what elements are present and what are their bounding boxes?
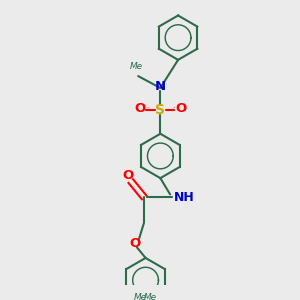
Text: S: S [155, 103, 165, 117]
Text: Me: Me [130, 62, 143, 71]
Text: O: O [130, 237, 141, 250]
Text: O: O [134, 102, 145, 115]
Text: Me: Me [144, 292, 157, 300]
Text: O: O [123, 169, 134, 182]
Text: :: : [172, 106, 174, 112]
Text: Me: Me [134, 292, 147, 300]
Text: N: N [155, 80, 166, 93]
Text: NH: NH [174, 191, 194, 204]
Text: :: : [146, 106, 149, 112]
Text: O: O [176, 102, 187, 115]
